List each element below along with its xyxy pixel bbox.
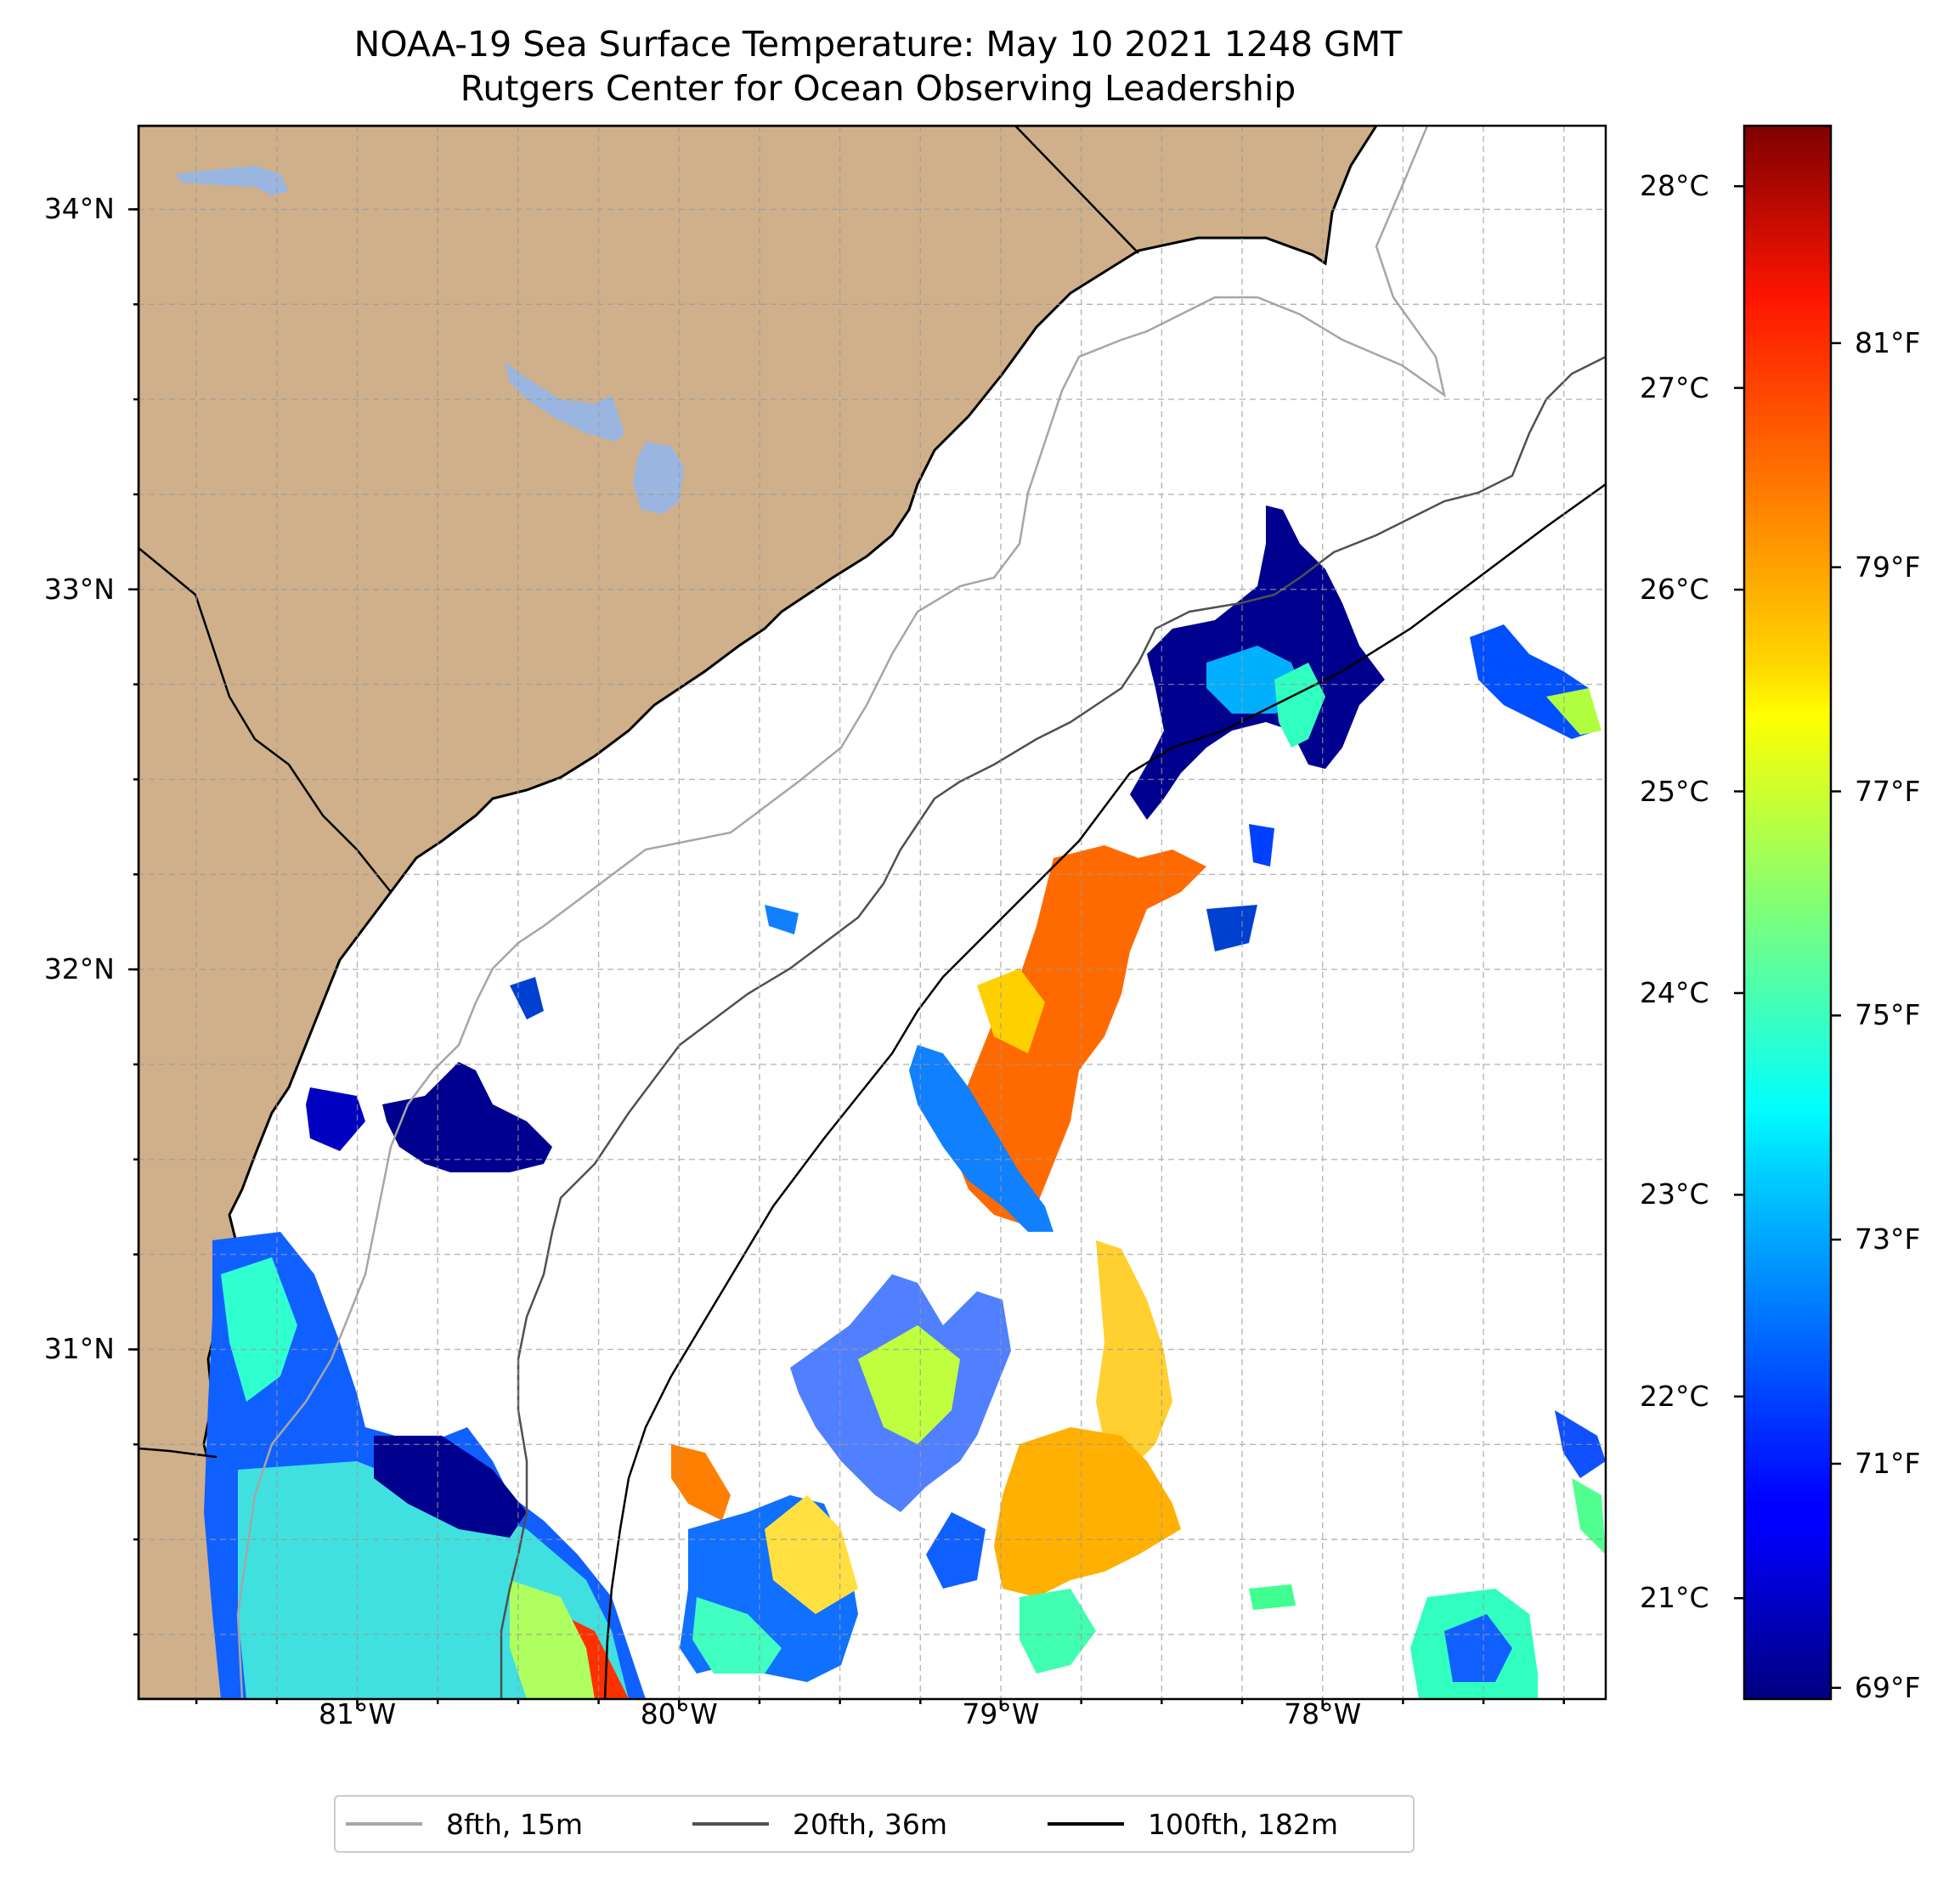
legend-label: 8fth, 15m bbox=[446, 1807, 584, 1841]
celsius-tick-label: 27°C bbox=[1640, 370, 1709, 404]
legend-line-swatch bbox=[346, 1822, 422, 1826]
celsius-tick-label: 28°C bbox=[1640, 169, 1709, 203]
lat-tick-label: 33°N bbox=[43, 572, 115, 606]
state-boundary-ga-sc bbox=[138, 547, 392, 893]
celsius-tick-label: 25°C bbox=[1640, 774, 1709, 808]
lake-moultrie bbox=[633, 442, 684, 514]
fahrenheit-tick-label: 77°F bbox=[1855, 774, 1921, 808]
lat-tick-label: 34°N bbox=[43, 192, 115, 226]
isobath-20fth bbox=[500, 355, 1606, 1699]
lake-north bbox=[174, 166, 289, 195]
fahrenheit-tick-label: 81°F bbox=[1855, 325, 1921, 359]
celsius-tick-label: 26°C bbox=[1640, 573, 1709, 607]
legend-entry: 20fth, 36m bbox=[692, 1797, 947, 1851]
sst-patches bbox=[204, 505, 1606, 1699]
lon-tick-label: 78°W bbox=[1284, 1697, 1362, 1730]
fahrenheit-tick-label: 69°F bbox=[1855, 1670, 1921, 1704]
legend-entry: 8fth, 15m bbox=[346, 1797, 583, 1851]
isobath-legend: 8fth, 15m 20fth, 36m 100fth, 182m bbox=[334, 1795, 1415, 1853]
state-boundary-ga-fl bbox=[138, 1447, 217, 1459]
state-boundary bbox=[1014, 126, 1139, 254]
fahrenheit-tick-label: 71°F bbox=[1855, 1446, 1921, 1480]
isobath-8fth bbox=[236, 126, 1446, 1699]
legend-label: 100fth, 182m bbox=[1148, 1807, 1338, 1841]
gridlines bbox=[138, 126, 1606, 1699]
lake-marion bbox=[504, 361, 624, 442]
colorbar bbox=[1743, 124, 1833, 1701]
legend-entry: 100fth, 182m bbox=[1048, 1797, 1338, 1851]
map-subtitle: Rutgers Center for Ocean Observing Leade… bbox=[460, 68, 1296, 109]
lat-tick-label: 31°N bbox=[43, 1332, 115, 1366]
axis-ticks bbox=[128, 184, 1841, 1709]
isobath-100fth bbox=[603, 483, 1606, 1699]
legend-line-swatch bbox=[1048, 1822, 1124, 1826]
lon-tick-label: 80°W bbox=[640, 1697, 718, 1730]
map-title: NOAA-19 Sea Surface Temperature: May 10 … bbox=[353, 24, 1403, 65]
legend-line-swatch bbox=[692, 1822, 769, 1826]
lat-tick-label: 32°N bbox=[43, 952, 115, 986]
lon-tick-label: 81°W bbox=[318, 1697, 397, 1730]
celsius-tick-label: 22°C bbox=[1640, 1379, 1709, 1413]
fahrenheit-tick-label: 75°F bbox=[1855, 998, 1921, 1032]
fahrenheit-tick-label: 79°F bbox=[1855, 550, 1921, 584]
fahrenheit-tick-label: 73°F bbox=[1855, 1222, 1921, 1256]
celsius-tick-label: 21°C bbox=[1640, 1581, 1709, 1615]
map-frame bbox=[137, 124, 1607, 1701]
celsius-tick-label: 23°C bbox=[1640, 1177, 1709, 1211]
legend-label: 20fth, 36m bbox=[793, 1807, 947, 1841]
celsius-tick-label: 24°C bbox=[1640, 975, 1709, 1009]
lon-tick-label: 79°W bbox=[962, 1697, 1040, 1730]
